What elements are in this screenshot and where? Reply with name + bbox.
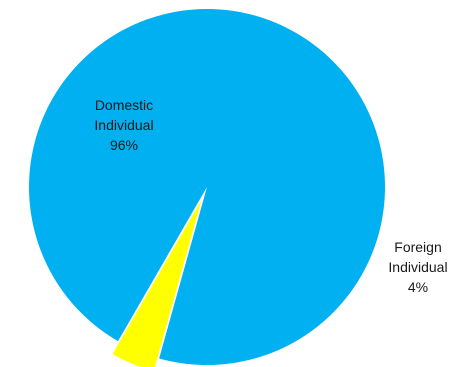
data-label-line: Domestic bbox=[95, 97, 153, 113]
pie-labels: Domestic Individual 96% Foreign Individual 4% bbox=[94, 97, 447, 295]
data-label-line: Foreign bbox=[394, 239, 441, 255]
data-label-value: 4% bbox=[408, 279, 428, 295]
data-label-line: Individual bbox=[94, 117, 153, 133]
data-label-value: 96% bbox=[110, 137, 138, 153]
data-label-domestic-individual: Domestic Individual 96% bbox=[94, 97, 153, 153]
data-label-line: Individual bbox=[388, 259, 447, 275]
pie-slice-domestic-individual bbox=[28, 8, 385, 365]
pie-slice-foreign-individual bbox=[112, 199, 202, 367]
data-label-foreign-individual: Foreign Individual 4% bbox=[388, 239, 447, 295]
pie-slices bbox=[28, 8, 385, 367]
